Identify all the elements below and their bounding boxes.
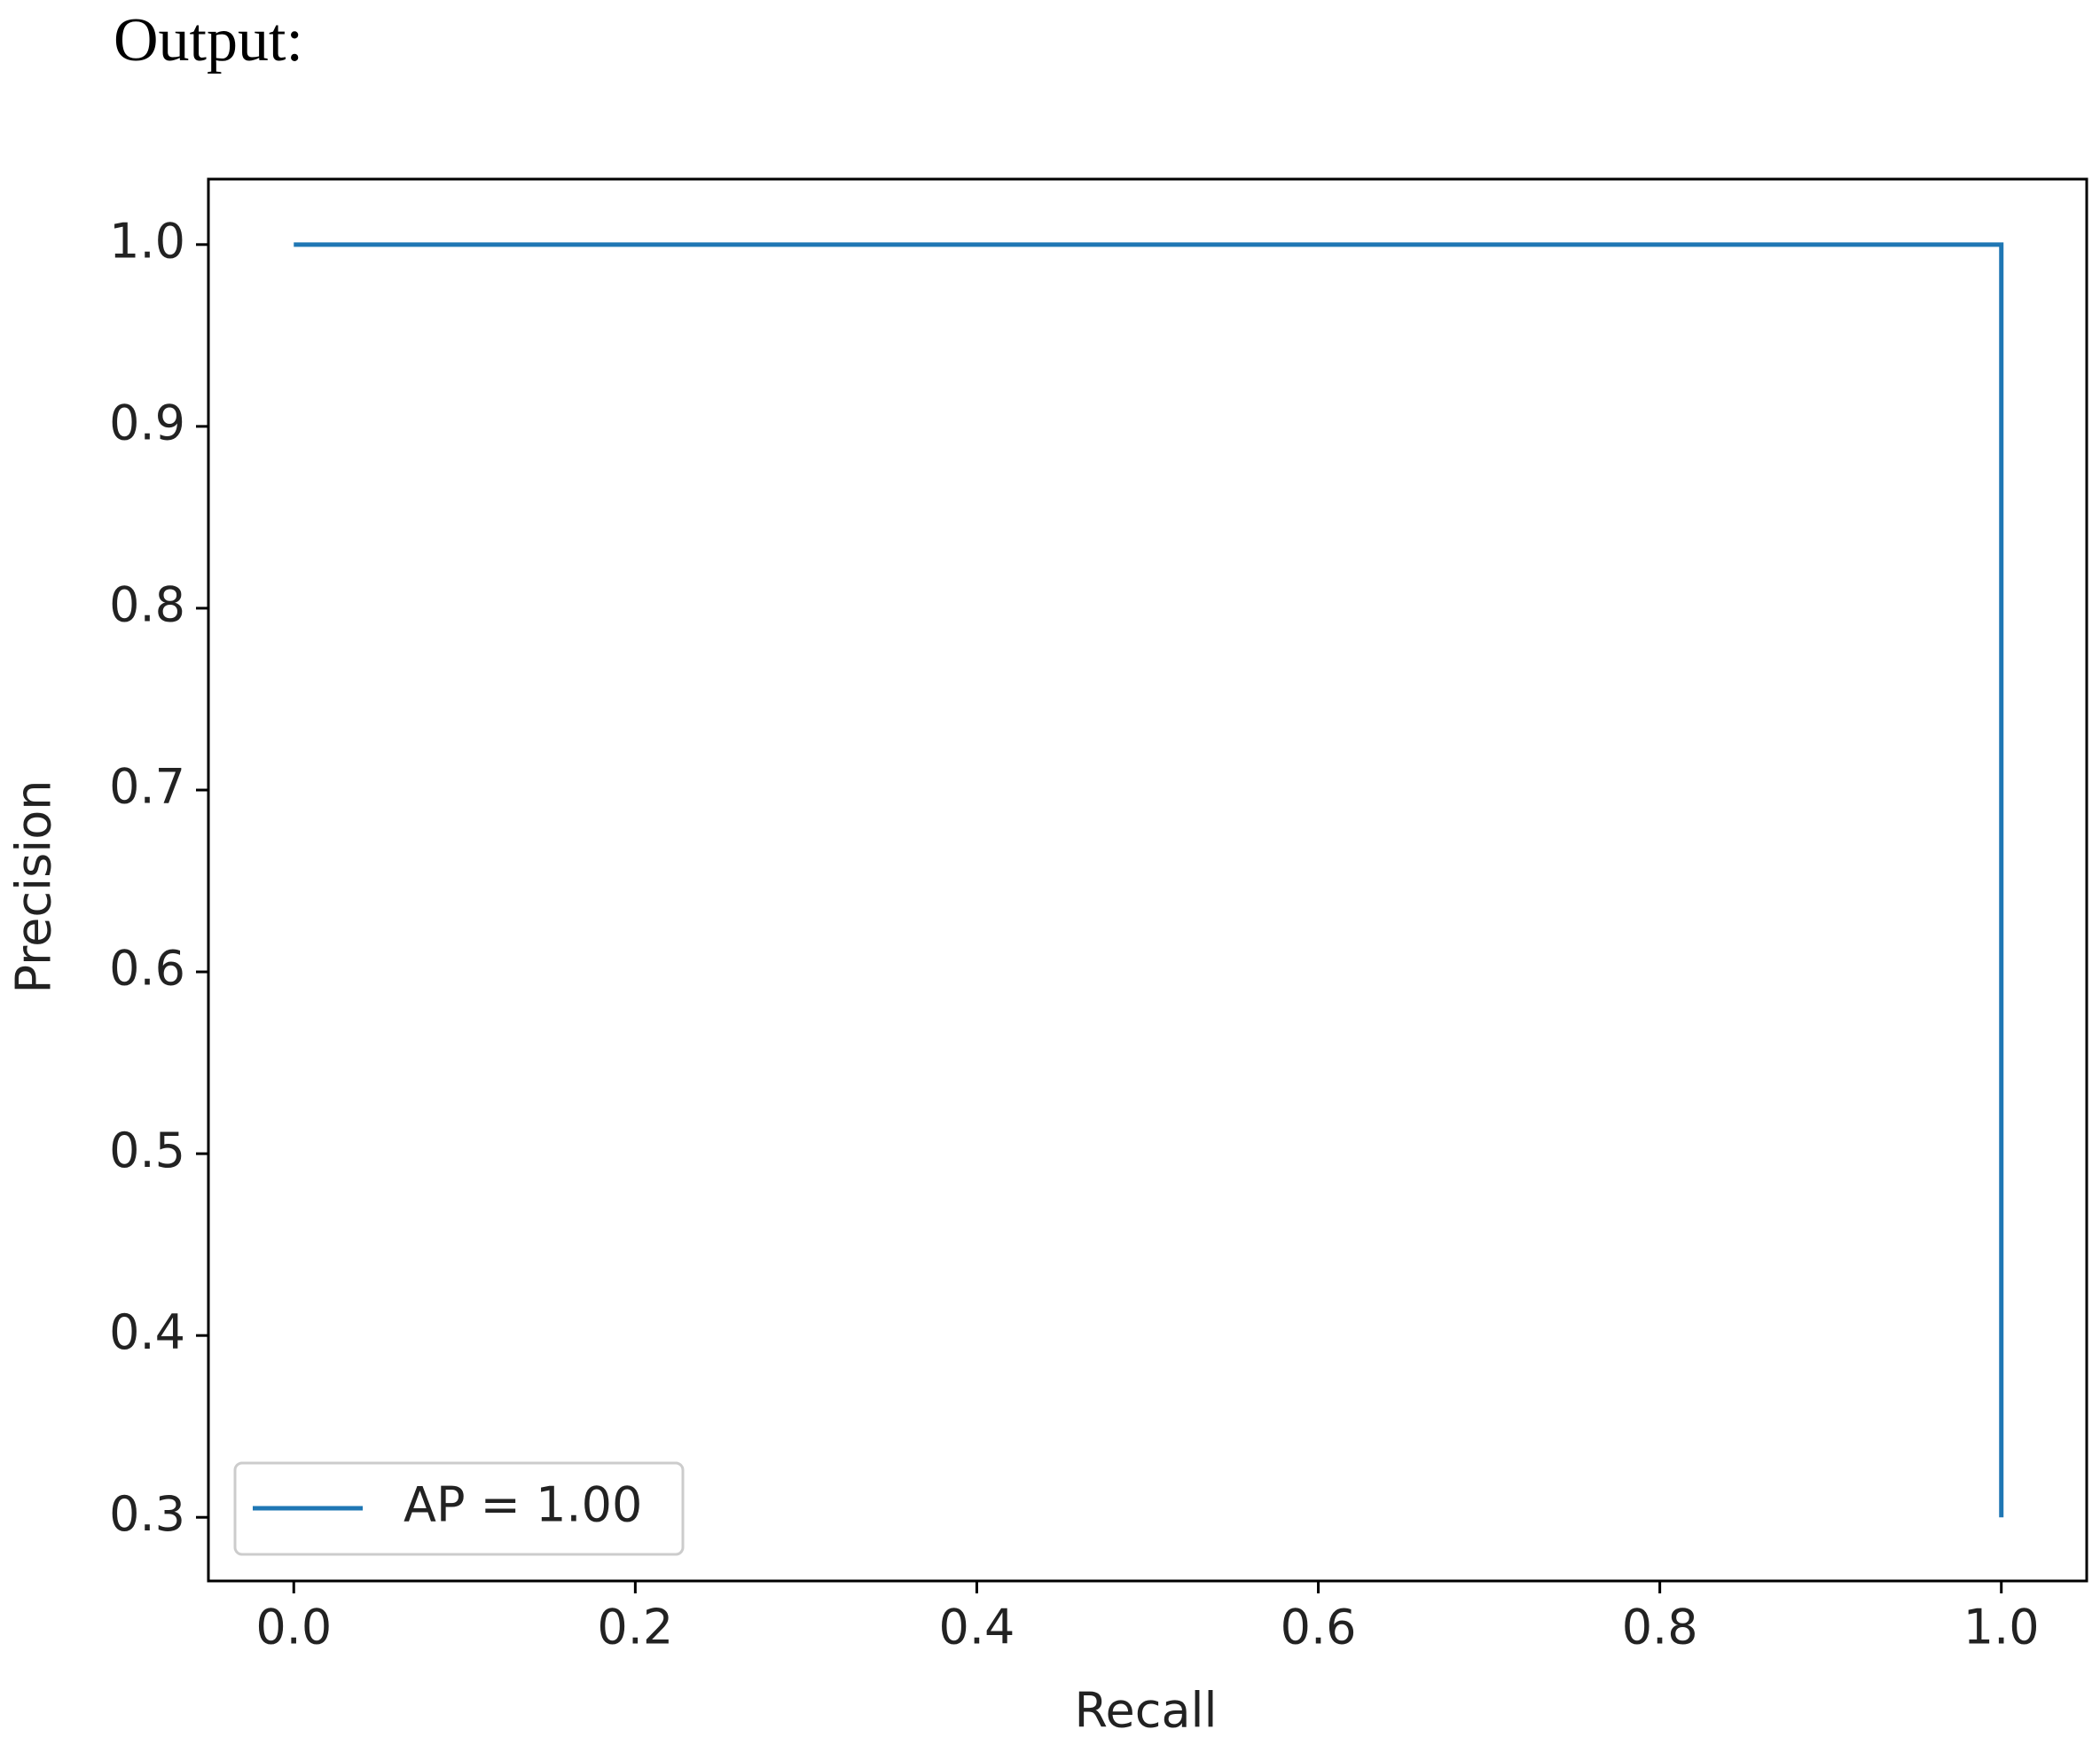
x-tick-label: 0.0 <box>255 1600 332 1655</box>
heading: Output: <box>114 6 303 74</box>
y-tick-label: 0.3 <box>109 1486 185 1542</box>
y-tick-label: 0.9 <box>109 395 185 451</box>
y-tick-label: 0.6 <box>109 941 185 997</box>
y-tick-label: 0.7 <box>109 759 185 815</box>
x-tick-label: 0.2 <box>597 1600 673 1655</box>
x-tick-label: 0.8 <box>1622 1600 1698 1655</box>
axes-frame <box>207 177 2088 1583</box>
legend-label: AP = 1.00 <box>404 1477 642 1533</box>
x-tick-label: 0.4 <box>939 1600 1015 1655</box>
series-line <box>294 242 2004 1518</box>
y-tick-label: 0.8 <box>109 577 185 633</box>
x-tick-label: 1.0 <box>1963 1600 2040 1655</box>
y-axis-label: Precision <box>6 780 62 994</box>
x-tick-label: 0.6 <box>1281 1600 1357 1655</box>
legend-box <box>233 1461 685 1556</box>
y-tick-label: 1.0 <box>109 213 185 269</box>
x-axis-label: Recall <box>1074 1683 1217 1739</box>
y-tick-label: 0.4 <box>109 1304 185 1360</box>
y-tick-label: 0.5 <box>109 1123 185 1178</box>
